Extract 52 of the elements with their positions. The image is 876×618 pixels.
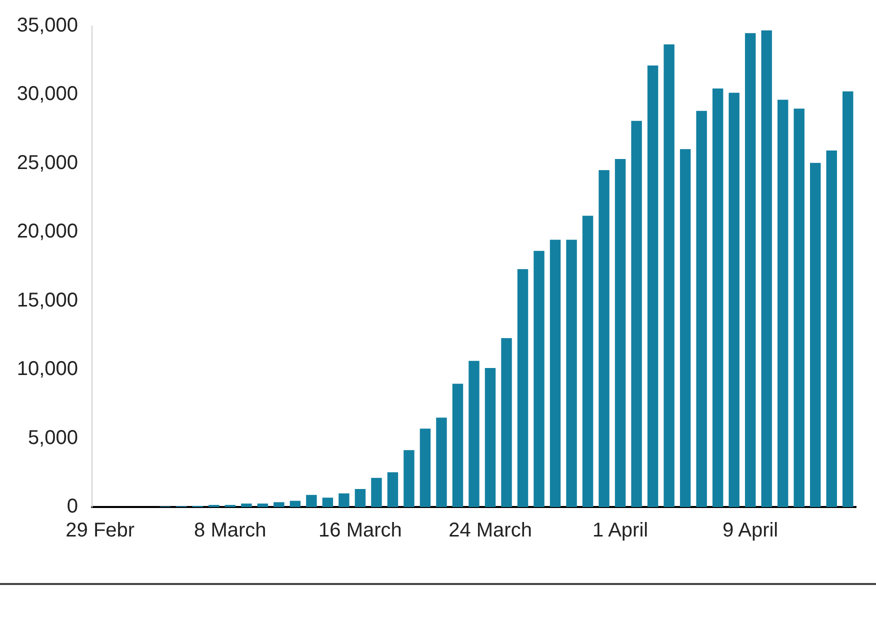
bar — [436, 418, 447, 507]
bar — [484, 368, 496, 507]
bar — [680, 149, 691, 507]
x-tick-label: 8 March — [194, 520, 266, 542]
bar — [810, 162, 821, 507]
bar — [728, 92, 740, 507]
bar — [842, 91, 854, 507]
x-tick-label: 1 April — [592, 520, 648, 542]
bar — [566, 240, 577, 507]
bar — [761, 30, 772, 507]
bar — [371, 478, 382, 507]
bar — [241, 504, 252, 507]
x-tick-label: 9 April — [722, 520, 778, 542]
y-tick-label: 10,000 — [16, 358, 78, 380]
bar — [501, 338, 512, 507]
x-tick-label: 24 March — [448, 520, 532, 542]
bar — [614, 159, 626, 507]
x-tick-label: 29 Febr — [66, 520, 135, 542]
y-tick-label: 30,000 — [16, 83, 78, 106]
bar — [664, 44, 674, 507]
bar — [598, 170, 610, 507]
bar — [338, 493, 350, 507]
bar — [517, 269, 528, 507]
y-tick-label: 0 — [66, 496, 78, 518]
bar — [306, 494, 317, 507]
y-tick-label: 25,000 — [16, 152, 78, 174]
bar — [257, 504, 268, 507]
bar — [744, 33, 756, 507]
y-tick-label: 20,000 — [16, 220, 78, 243]
bar — [826, 150, 837, 507]
x-tick-label: 16 March — [318, 520, 402, 542]
bar — [550, 240, 561, 507]
bar — [420, 428, 431, 507]
y-tick-label: 5,000 — [28, 426, 78, 449]
bar — [404, 450, 414, 507]
bar — [322, 498, 334, 507]
bar — [274, 502, 284, 507]
bar — [387, 472, 398, 507]
bar — [696, 110, 707, 507]
bar — [712, 88, 724, 507]
bar — [354, 488, 366, 507]
bar — [777, 100, 788, 507]
y-tick-label: 15,000 — [16, 289, 78, 312]
y-tick-label: 35,000 — [16, 14, 78, 37]
bar — [534, 250, 544, 507]
bar — [290, 500, 301, 507]
bar — [631, 120, 642, 507]
bar — [794, 108, 804, 507]
bar — [468, 360, 480, 507]
bar — [582, 216, 594, 507]
bar — [452, 384, 464, 507]
bar — [647, 65, 658, 507]
